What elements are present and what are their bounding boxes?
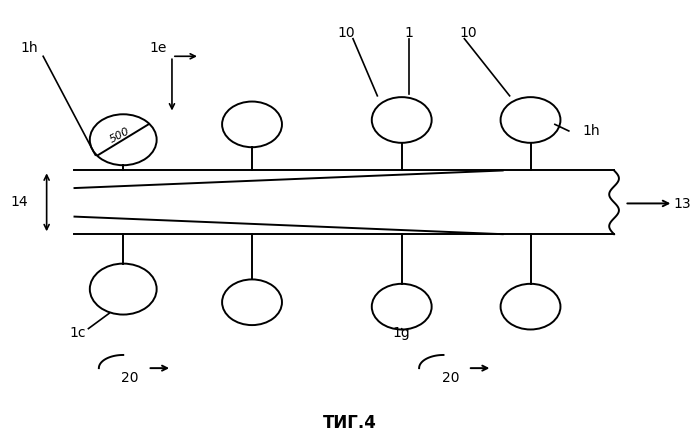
Text: 14: 14 — [10, 195, 27, 209]
Text: 1e: 1e — [150, 41, 167, 54]
Text: 20: 20 — [442, 371, 459, 385]
Text: 10: 10 — [337, 26, 355, 40]
Text: 1h: 1h — [20, 41, 38, 54]
Text: 500: 500 — [108, 126, 131, 145]
Text: 13: 13 — [673, 197, 691, 211]
Text: 1h: 1h — [583, 124, 600, 138]
Text: 20: 20 — [122, 371, 139, 385]
Text: 1g: 1g — [393, 326, 410, 340]
Text: ΤИГ.4: ΤИГ.4 — [322, 414, 377, 432]
Text: 1c: 1c — [70, 326, 86, 340]
Text: 10: 10 — [459, 26, 477, 40]
Text: 1: 1 — [404, 26, 413, 40]
